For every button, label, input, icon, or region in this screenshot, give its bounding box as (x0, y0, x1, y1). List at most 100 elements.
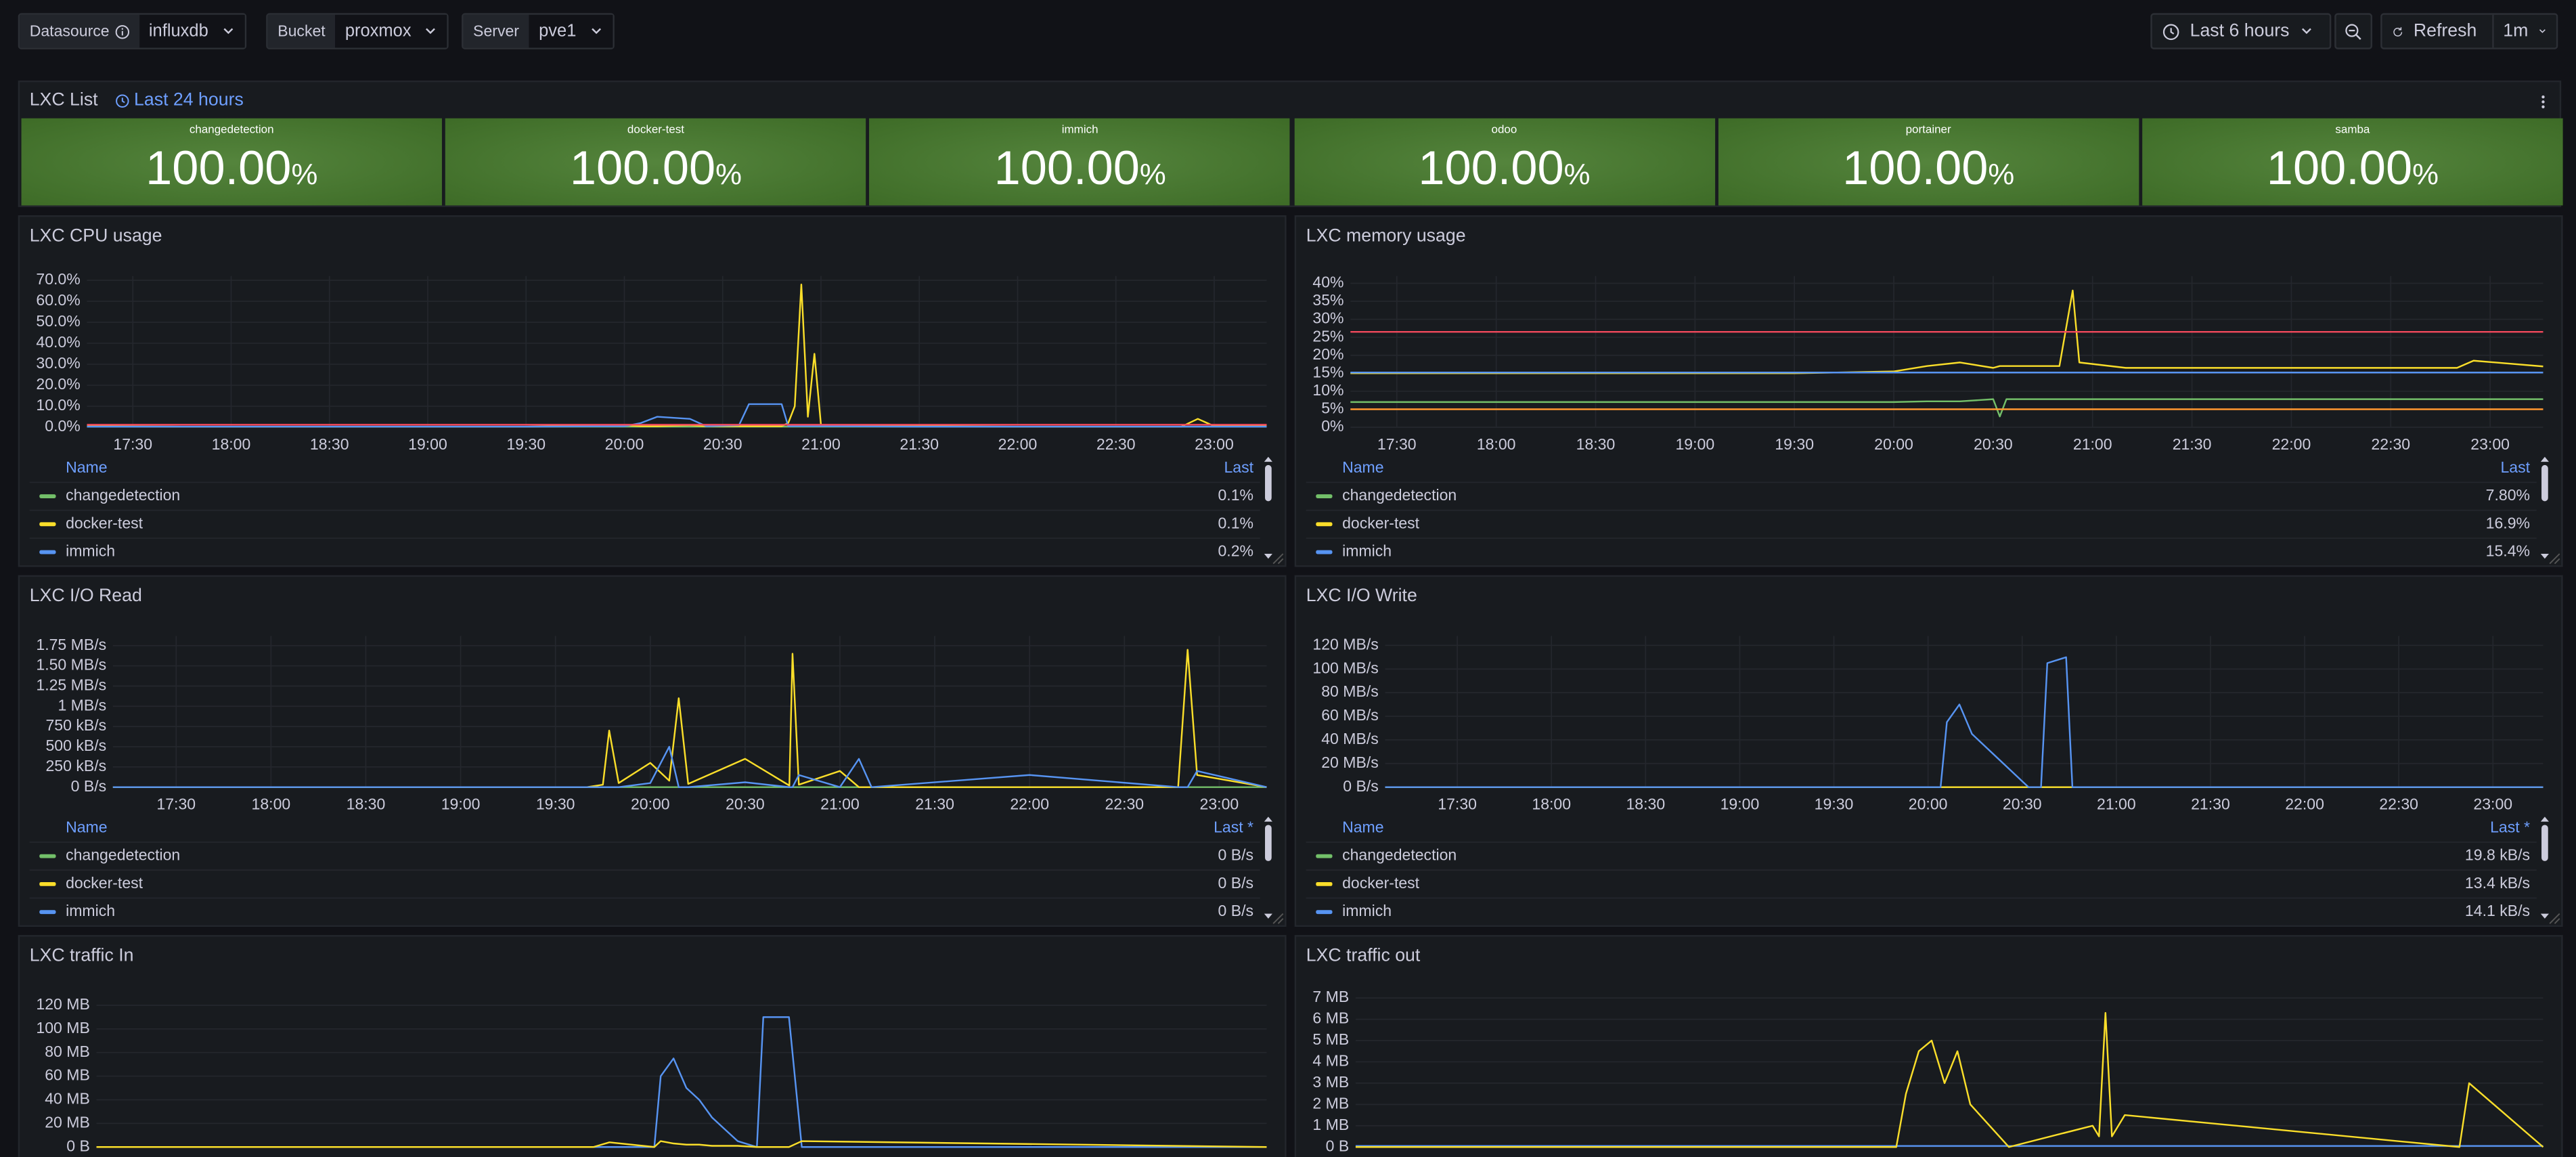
refresh-label: Refresh (2413, 21, 2477, 41)
x-tick-label: 18:30 (347, 795, 386, 812)
legend-swatch (39, 881, 56, 886)
chart-panel: LXC CPU usage 0.0% 10.0% 20.0% 30.0% 40.0% 50.… (18, 215, 1287, 567)
stat-tile: immich 100.00% (869, 118, 1291, 206)
chart-panel: LXC traffic out 0 B 1 MB 2 MB 3 MB 4 MB 5 MB 6 … (1294, 935, 2563, 1157)
scroll-arrow (1264, 554, 1272, 559)
value-text: influxdb (148, 21, 208, 41)
legend-name: immich (1342, 902, 1392, 919)
time-override: Last 24 hours (114, 91, 244, 110)
y-tick-label: 40.0% (36, 333, 80, 351)
datasource-picker[interactable]: Datasource influxdb (18, 13, 246, 49)
y-tick-label: 120 MB (36, 995, 89, 1013)
bucket-picker[interactable]: Bucket proxmox (266, 13, 449, 49)
x-tick-label: 22:30 (2379, 795, 2418, 812)
legend-swatch (39, 854, 56, 858)
label-text: Bucket (277, 22, 326, 41)
time-range: Last 6 hours (2190, 21, 2290, 41)
panel-title: LXC I/O Write (1306, 585, 1417, 605)
stat-panel: LXC List Last 24 hours changedetection 10… (18, 80, 2563, 207)
legend-value: 7.80% (2486, 486, 2530, 504)
y-tick-label: 3 MB (1312, 1073, 1349, 1091)
series-line (87, 283, 1267, 428)
zoom-icon (2345, 23, 2361, 39)
x-tick-label: 21:00 (2073, 435, 2112, 453)
legend-value: 14.1 kB/s (2465, 902, 2530, 919)
y-tick-label: 20% (1312, 345, 1343, 363)
x-tick-label: 22:00 (1010, 795, 1049, 812)
x-tick-label: 18:00 (1532, 795, 1571, 812)
legend-header: Last (1224, 458, 1253, 476)
label: Datasource (20, 14, 139, 48)
stat-value-text: 100.00 (569, 143, 716, 196)
legend-name: changedetection (1342, 846, 1457, 864)
y-tick-label: 20 MB (45, 1113, 90, 1131)
label: Bucket (267, 14, 336, 48)
x-tick-label: 19:00 (1720, 795, 1760, 812)
panel-title: LXC memory usage (1306, 225, 1466, 246)
scroll-arrow (2540, 913, 2549, 919)
time-picker[interactable]: Last 6 hours (2150, 13, 2332, 49)
y-tick-label: 10.0% (36, 396, 80, 414)
y-tick-label: 30% (1312, 309, 1343, 327)
stat-name: odoo (1491, 125, 1517, 137)
legend-header: Name (1342, 458, 1383, 476)
y-tick-label: 100 MB/s (1312, 659, 1378, 676)
legend-name: docker-test (1342, 514, 1420, 531)
x-tick-label: 18:30 (1626, 795, 1665, 812)
scrollbar (2541, 825, 2548, 861)
chart-panel: LXC traffic In 0 B 20 MB 40 MB 60 MB 80 MB 100… (18, 935, 1287, 1157)
stat-tile: samba 100.00% (2142, 118, 2563, 206)
x-tick-label: 23:00 (1200, 795, 1239, 812)
x-tick-label: 21:00 (2097, 795, 2136, 812)
refresh-icon (2393, 26, 2403, 36)
y-tick-label: 70.0% (36, 270, 80, 288)
chevron (591, 28, 601, 35)
value[interactable]: influxdb (139, 14, 245, 48)
x-tick-label: 22:30 (2371, 435, 2410, 453)
scrollbar (1265, 464, 1272, 502)
panel-menu[interactable] (2533, 91, 2553, 114)
y-tick-label: 25% (1312, 327, 1343, 345)
scroll-arrow (2540, 554, 2549, 559)
y-tick-label: 60.0% (36, 291, 80, 309)
refresh[interactable]: Refresh 1m (2380, 13, 2558, 49)
zoom-out[interactable] (2334, 13, 2373, 49)
y-tick-label: 0 B/s (1343, 777, 1379, 795)
legend-swatch (39, 494, 56, 498)
y-tick-label: 1.75 MB/s (36, 636, 106, 653)
legend-name: immich (66, 902, 115, 919)
stat-tile: portainer 100.00% (1718, 118, 2139, 206)
resize-handle (2549, 913, 2560, 924)
value[interactable]: pve1 (529, 14, 613, 48)
stat-value: 100.00% (2142, 143, 2562, 197)
x-tick-label: 18:30 (1576, 435, 1616, 453)
x-tick-label: 17:30 (1377, 435, 1417, 453)
y-tick-label: 100 MB (36, 1019, 89, 1036)
scroll-arrow (1264, 816, 1272, 822)
y-tick-label: 7 MB (1312, 988, 1349, 1005)
value[interactable]: proxmox (335, 14, 447, 48)
scroll-arrow (2540, 456, 2549, 462)
legend-swatch (1316, 881, 1333, 886)
chevron (223, 28, 233, 35)
x-tick-label: 22:00 (2285, 795, 2324, 812)
chevron (2301, 28, 2311, 35)
legend-swatch (1316, 522, 1333, 527)
legend-value: 0.1% (1218, 514, 1253, 531)
y-tick-label: 500 kB/s (45, 737, 106, 754)
x-tick-label: 21:30 (900, 435, 939, 453)
refresh-interval[interactable]: 1m (2503, 21, 2529, 41)
x-tick-label: 20:00 (1874, 435, 1913, 453)
series-line (1355, 1011, 2544, 1148)
series-line (87, 403, 1267, 428)
x-tick-label: 20:00 (1909, 795, 1948, 812)
x-tick-label: 22:30 (1105, 795, 1144, 812)
x-tick-label: 19:30 (506, 435, 546, 453)
x-tick-label: 19:00 (441, 795, 481, 812)
legend-name: changedetection (66, 486, 180, 504)
chart: LXC I/O Read 0 B/s 250 kB/s 500 kB/s 750 kB/… (30, 585, 1284, 924)
x-tick-label: 18:00 (252, 795, 291, 812)
server-picker[interactable]: Server pve1 (462, 13, 615, 49)
